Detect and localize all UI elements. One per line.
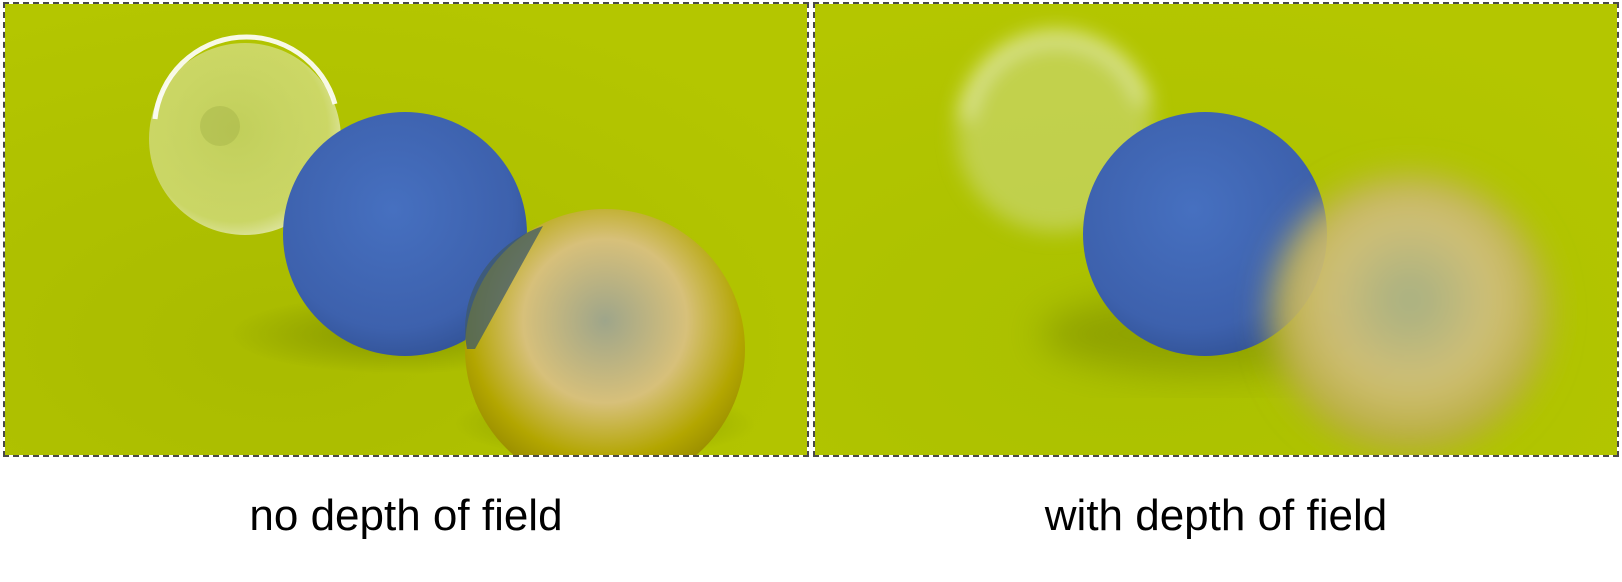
blue-sphere [283,112,527,356]
render-no-dof-panel [3,2,809,457]
gold-sphere-blurred [1270,174,1550,454]
gold-sphere [465,209,745,455]
blue-sphere [1083,112,1327,356]
caption-with-dof: with depth of field [1044,491,1388,540]
render-no-dof-image [5,4,807,455]
caption-no-dof: no depth of field [249,491,563,540]
render-with-dof-image [815,4,1617,455]
render-with-dof-panel [813,2,1619,457]
